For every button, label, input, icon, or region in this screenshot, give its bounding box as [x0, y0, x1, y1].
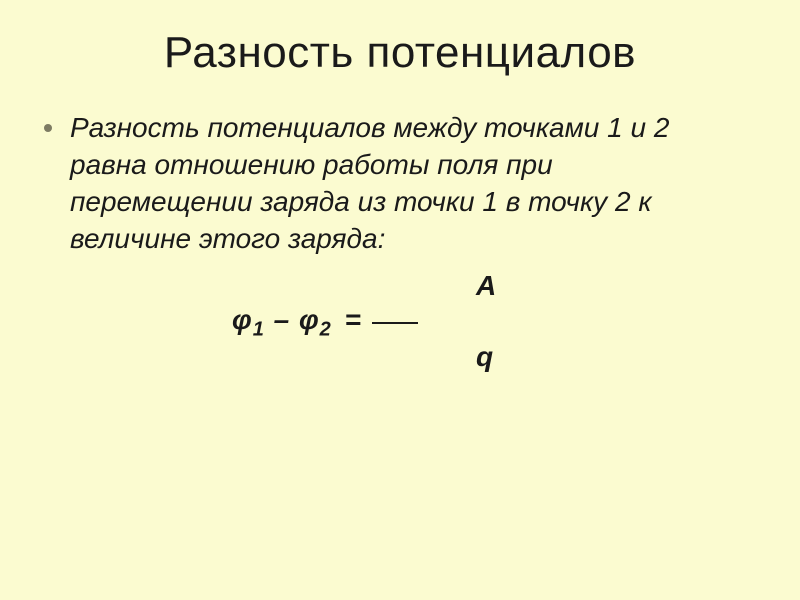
term: Разность потенциалов	[70, 112, 386, 143]
point-1b: 1	[482, 186, 498, 217]
fraction-numerator-row: A	[44, 270, 730, 302]
denominator-q: q	[476, 341, 493, 373]
text-2: равна отношению работы поля при перемеще…	[70, 149, 553, 217]
text-mid: в точку	[498, 186, 615, 217]
slide: Разность потенциалов Разность потенциало…	[0, 0, 800, 600]
slide-content: Разность потенциалов между точками 1 и 2…	[0, 88, 800, 373]
text-1: между точками	[386, 112, 608, 143]
phi-2: φ	[299, 304, 320, 335]
minus: –	[265, 304, 299, 335]
bullet-dot-icon	[44, 124, 52, 132]
bullet-row: Разность потенциалов между точками 1 и 2…	[44, 110, 730, 258]
definition-paragraph: Разность потенциалов между точками 1 и 2…	[70, 110, 730, 258]
fraction-bar-icon	[372, 322, 418, 324]
fraction-denominator-row: q	[44, 341, 730, 373]
point-2: 2	[654, 112, 670, 143]
sub-2: 2	[320, 318, 332, 340]
formula: A φ1 – φ2 = q	[44, 270, 730, 374]
sub-1: 1	[253, 318, 265, 340]
equals: =	[336, 304, 362, 335]
equation-left: φ1 – φ2 =	[232, 304, 362, 342]
numerator-A: A	[476, 270, 496, 302]
text-and: и	[623, 112, 654, 143]
point-2b: 2	[615, 186, 631, 217]
phi-1: φ	[232, 304, 253, 335]
slide-title: Разность потенциалов	[0, 0, 800, 88]
point-1: 1	[607, 112, 623, 143]
equation-row: φ1 – φ2 =	[44, 304, 730, 342]
